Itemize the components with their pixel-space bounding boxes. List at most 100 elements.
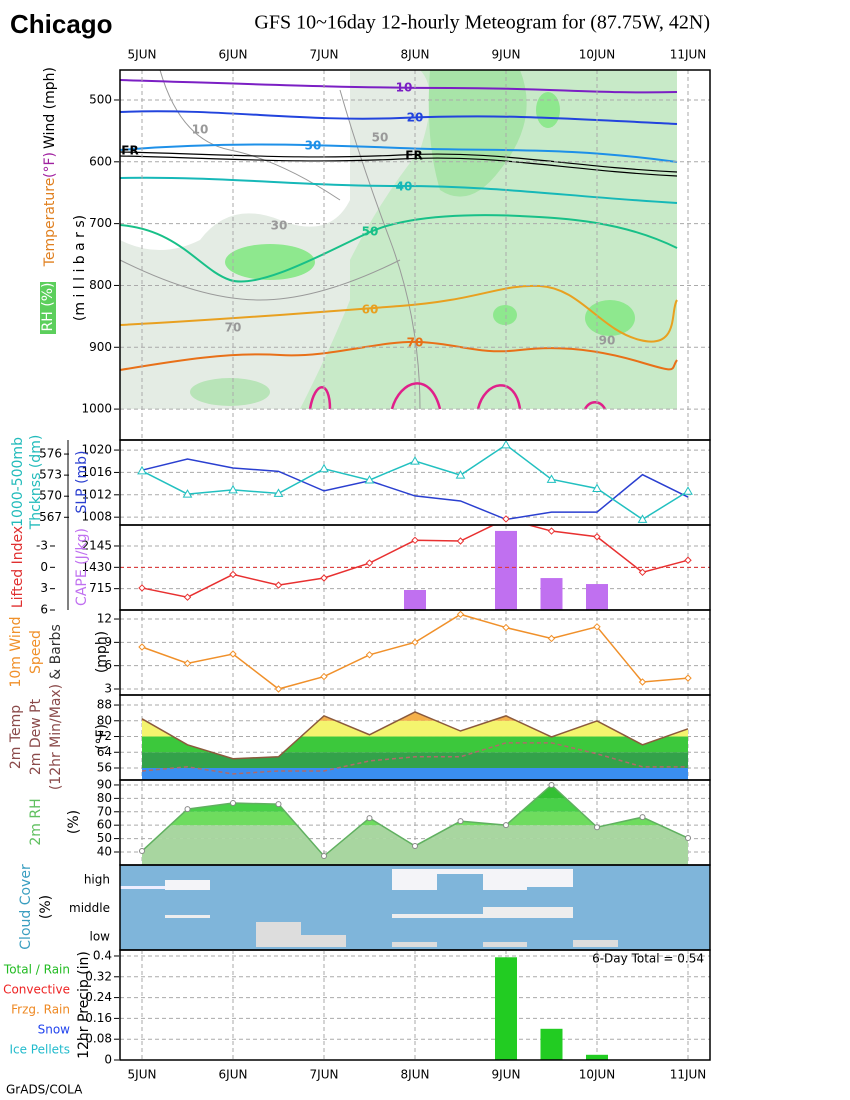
y-tick-label: 0.24 <box>85 990 112 1004</box>
cloud-block <box>165 880 210 890</box>
y-tick-label: 500 <box>89 92 112 106</box>
marker <box>412 842 418 849</box>
isotherm <box>119 214 678 283</box>
marker <box>456 610 465 619</box>
cloud-level: middle <box>69 901 110 915</box>
y-tick-label: 0.32 <box>85 969 112 983</box>
marker <box>547 527 556 535</box>
value-band <box>142 767 688 780</box>
title: GFS 10~16day 12-hourly Meteogram for (87… <box>254 12 710 34</box>
rh-field <box>536 92 560 128</box>
marker <box>182 489 193 498</box>
y-tick-label: 50 <box>97 831 112 845</box>
marker <box>638 678 647 686</box>
isotherm <box>119 284 678 343</box>
axis-label: Thcknss (dm) <box>28 435 44 531</box>
city: Chicago <box>10 9 113 39</box>
cloud-block <box>392 869 437 890</box>
x-tick-label: 11JUN <box>670 48 707 62</box>
rh-field <box>120 70 350 250</box>
y-tick-label: 6 <box>40 603 48 617</box>
marker <box>593 623 601 631</box>
marker <box>411 638 419 647</box>
x-tick-label: 9JUN <box>492 48 521 62</box>
x-tick-label: 5JUN <box>128 48 157 62</box>
axis-label: Lifted Index <box>10 526 26 608</box>
cloud-block <box>256 922 301 947</box>
marker <box>592 483 602 492</box>
y-tick-label: 2145 <box>81 538 112 552</box>
x-tick-label: 10JUN <box>579 48 616 62</box>
y-tick-label: 6 <box>104 658 112 672</box>
marker <box>364 475 375 484</box>
contour-label: 20 <box>407 111 424 125</box>
x-tick-label: 8JUN <box>401 1068 430 1082</box>
rh-field <box>585 300 635 336</box>
marker <box>183 659 192 668</box>
rh-field <box>493 305 517 325</box>
marker <box>183 593 192 601</box>
axis-label: 12hr Precip (in) <box>76 951 92 1059</box>
axis-label: (%) <box>66 810 82 834</box>
y-tick-label: 1430 <box>81 560 112 574</box>
marker <box>684 674 692 682</box>
marker <box>366 815 373 822</box>
y-tick-label: 12 <box>97 612 112 626</box>
marker <box>501 439 511 449</box>
marker <box>228 484 238 494</box>
bar <box>495 957 517 1060</box>
y-tick-label: 80 <box>97 791 112 805</box>
y-tick-label: 3 <box>40 581 48 595</box>
marker <box>684 556 692 564</box>
contour-label: 10 <box>396 81 413 95</box>
marker <box>273 488 284 497</box>
marker <box>184 806 191 813</box>
y-tick-label: 1000 <box>81 402 112 416</box>
marker <box>274 685 283 693</box>
cloud-block <box>483 869 527 890</box>
marker <box>321 853 327 860</box>
isotherm <box>119 79 678 94</box>
marker <box>320 574 328 582</box>
x-tick-label: 5JUN <box>128 1068 157 1082</box>
y-tick-label: 567 <box>39 510 62 524</box>
y-tick-label: 80 <box>97 713 112 727</box>
marker <box>139 848 145 855</box>
cloud-block <box>392 914 483 918</box>
contour-label: 10 <box>192 123 209 137</box>
marker <box>411 536 419 545</box>
panel-frame <box>119 949 711 1061</box>
bar <box>540 1028 563 1060</box>
series-line <box>141 711 689 760</box>
rh-field <box>300 70 677 409</box>
axis-label: Cloud Cover <box>18 864 34 950</box>
contour-label: 60 <box>362 303 379 317</box>
cloud-block <box>120 886 165 889</box>
marker <box>503 822 509 829</box>
marker <box>546 474 557 483</box>
marker <box>138 643 146 651</box>
y-tick-label: 40 <box>97 844 112 858</box>
x-tick-label: 7JUN <box>310 1068 339 1082</box>
axis-label: 1000-500mb <box>10 437 26 527</box>
axis-label: 10m Wind <box>8 616 24 687</box>
marker <box>230 800 236 807</box>
axis-label: CAPE (J/kg) <box>74 528 90 606</box>
y-tick-label: 576 <box>39 447 62 461</box>
y-tick-label: 9 <box>104 635 112 649</box>
y-tick-label: 600 <box>89 154 112 168</box>
value-band <box>142 736 688 753</box>
contour-label: 30 <box>305 139 322 153</box>
contour-label: 30 <box>271 219 288 233</box>
legend-entry: Convective <box>3 983 70 997</box>
y-tick-label: 90 <box>97 777 112 791</box>
y-tick-label: 700 <box>89 216 112 230</box>
marker <box>547 634 556 643</box>
legend-entry: Snow <box>38 1023 71 1037</box>
y-tick-label: 1008 <box>81 510 112 524</box>
axis-label: (%) <box>38 895 54 919</box>
bar <box>586 1054 608 1060</box>
marker <box>638 568 647 577</box>
axis-label: RH (%) <box>40 283 56 332</box>
